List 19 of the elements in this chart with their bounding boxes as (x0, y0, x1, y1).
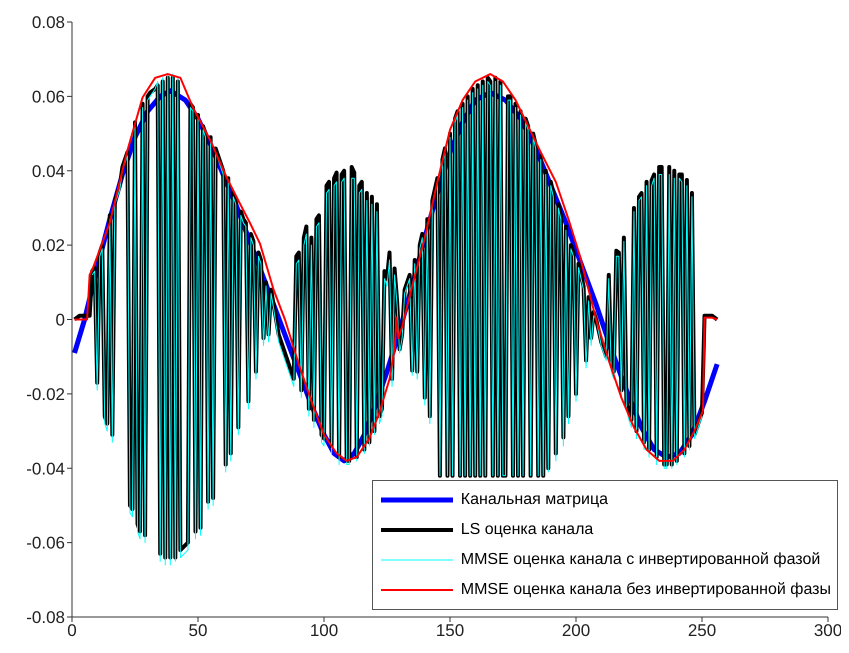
x-tick-label: 100 (310, 621, 338, 640)
x-tick-label: 150 (436, 621, 464, 640)
y-tick-label: -0.06 (26, 534, 65, 553)
y-tick-label: -0.04 (26, 459, 65, 478)
y-tick-label: 0.08 (32, 13, 65, 32)
legend-label: MMSE оценка канала с инвертированной фазой (460, 551, 820, 569)
y-tick-label: 0 (56, 310, 65, 330)
y-tick-label: 0.06 (32, 87, 65, 106)
x-tick-label: 50 (188, 621, 208, 640)
y-tick-label: -0.02 (26, 384, 65, 404)
y-tick-label: -0.08 (26, 608, 65, 628)
legend-label: MMSE оценка канала без инвертированной фазы (460, 581, 831, 599)
legend-label: LS оценка канала (460, 521, 594, 539)
x-tick-label: 250 (688, 621, 716, 640)
y-tick-label: 0.04 (32, 162, 65, 181)
legend-label: Канальная матрица (460, 491, 608, 509)
x-tick-label: 0 (67, 621, 77, 640)
x-tick-label: 200 (562, 621, 590, 640)
y-tick-label: 0.02 (32, 236, 65, 256)
